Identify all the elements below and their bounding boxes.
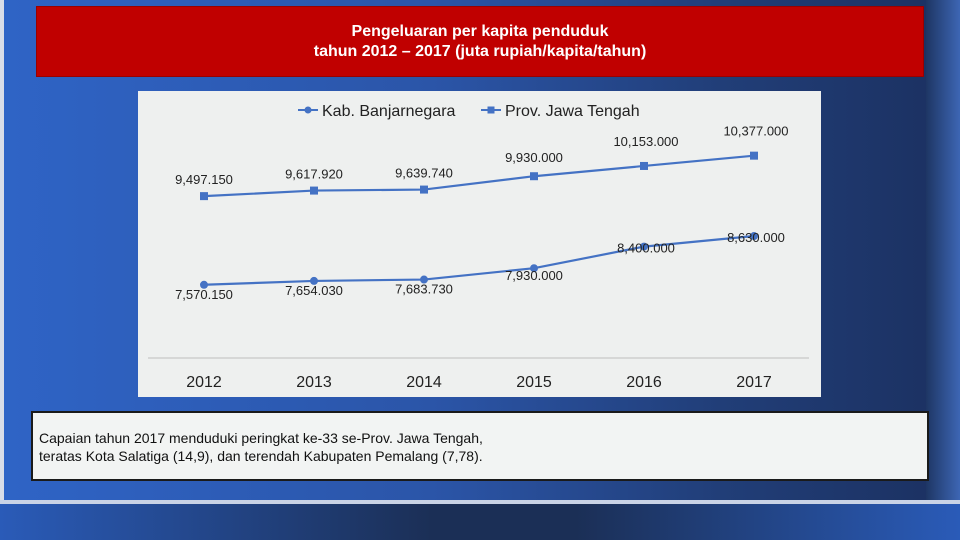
series-line-banjarnegara	[203, 234, 755, 286]
x-tick-label: 2014	[406, 374, 442, 391]
data-label: 10,377.000	[723, 124, 788, 139]
data-point	[750, 151, 758, 160]
data-label: 8,630.000	[727, 230, 785, 245]
data-label: 9,639.740	[395, 166, 453, 181]
data-label: 7,654.030	[285, 283, 343, 298]
data-label: 7,570.150	[175, 287, 233, 302]
legend-label: Prov. Jawa Tengah	[505, 103, 640, 120]
note-line-1: Capaian tahun 2017 menduduki peringkat k…	[39, 430, 483, 446]
data-label: 9,497.150	[175, 172, 233, 187]
data-point	[200, 192, 208, 201]
x-tick-label: 2015	[516, 374, 552, 391]
bottom-divider	[0, 500, 960, 504]
line-chart: 2012 2013 2014 2015 2016 2017 Kab. Banjarnegar…	[148, 103, 809, 391]
data-label: 7,930.000	[505, 268, 563, 283]
note-box: Capaian tahun 2017 menduduki peringkat k…	[31, 411, 929, 481]
title-line-1: Pengeluaran per kapita penduduk	[351, 22, 609, 40]
legend-entry: Prov. Jawa Tengah	[481, 103, 640, 120]
title-banner: Pengeluaran per kapita penduduk tahun 20…	[36, 6, 924, 77]
x-tick-label: 2016	[626, 374, 662, 391]
legend-entry: Kab. Banjarnegara	[298, 103, 456, 120]
data-label: 9,930.000	[505, 150, 563, 165]
right-edge-strip	[926, 0, 960, 500]
legend-label: Kab. Banjarnegara	[322, 103, 456, 120]
chart-panel: 2012 2013 2014 2015 2016 2017 Kab. Banjarnegar…	[138, 91, 821, 397]
data-point	[530, 172, 538, 181]
data-label: 8,400.000	[617, 241, 675, 256]
x-tick-label: 2017	[736, 374, 772, 391]
data-point	[420, 185, 428, 194]
data-point	[640, 242, 648, 251]
data-label: 9,617.920	[285, 167, 343, 182]
data-label: 10,153.000	[613, 134, 678, 149]
left-edge-strip	[0, 0, 4, 500]
note-line-2: teratas Kota Salatiga (14,9), dan terend…	[39, 448, 483, 464]
title-line-2: tahun 2012 – 2017 (juta rupiah/kapita/ta…	[313, 42, 647, 60]
series-line-jawa-tengah	[203, 154, 755, 198]
data-label: 7,683.730	[395, 282, 453, 297]
data-point	[200, 280, 208, 289]
x-tick-label: 2013	[296, 374, 332, 391]
data-point	[530, 264, 538, 273]
bottom-strip	[0, 500, 960, 540]
data-point	[640, 161, 648, 170]
data-point	[310, 186, 318, 195]
data-point	[310, 276, 318, 285]
x-tick-label: 2012	[186, 374, 222, 391]
data-point	[420, 275, 428, 284]
data-point	[750, 232, 758, 241]
